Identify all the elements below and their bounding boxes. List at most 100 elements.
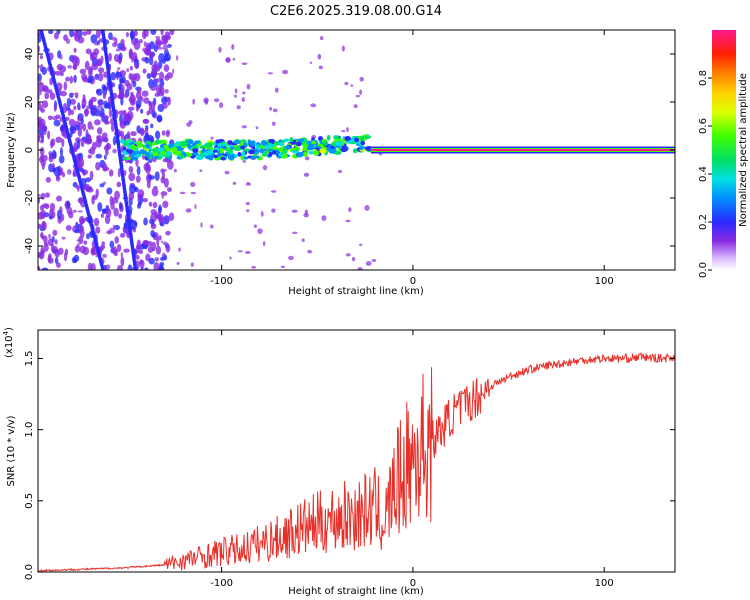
band-blob [277, 152, 284, 157]
streak-blob [133, 267, 138, 270]
noise-blob [77, 116, 82, 122]
noise-blob [112, 136, 117, 146]
noise-blob [165, 230, 171, 236]
faint-speckle [119, 122, 124, 127]
faint-speckle [91, 125, 94, 130]
noise-blob [169, 30, 175, 36]
faint-speckle [115, 48, 121, 52]
noise-blob [62, 103, 68, 114]
band-blob [151, 148, 159, 152]
noise-blob [51, 236, 55, 243]
noise-blob [114, 236, 119, 244]
noise-blob [73, 124, 80, 131]
noise-blob [149, 41, 155, 50]
faint-speckle [245, 182, 252, 186]
noise-blob [44, 203, 50, 210]
snr-frame [37, 329, 676, 573]
snr-y-multiplier-base: (x10 [4, 335, 15, 358]
noise-blob [135, 175, 141, 183]
faint-speckle [304, 156, 310, 161]
band-blob [207, 149, 214, 155]
noise-blob [54, 256, 59, 265]
noise-blob [142, 198, 149, 203]
noise-blob [40, 192, 46, 200]
noise-blob [150, 223, 157, 230]
faint-speckle [241, 125, 247, 129]
noise-blob [154, 171, 160, 181]
noise-blob [129, 65, 133, 71]
noise-blob [134, 62, 140, 70]
band-blob [130, 144, 136, 151]
faint-speckle [303, 213, 309, 218]
faint-speckle [153, 185, 158, 189]
faint-speckle [157, 46, 163, 50]
faint-speckle [111, 36, 116, 41]
snr-x-tick-label: -100 [210, 578, 233, 589]
snr-x-tick-label: 100 [595, 578, 614, 589]
noise-blob [68, 211, 74, 219]
noise-blob [84, 60, 90, 71]
noise-blob [39, 55, 43, 60]
colorbar-tick-label: 0.8 [698, 70, 709, 86]
faint-speckle [40, 105, 44, 112]
band-blob [170, 146, 178, 151]
noise-blob [163, 177, 169, 188]
band-blob [273, 141, 281, 146]
band-blob [227, 149, 233, 155]
band-blob [264, 144, 269, 150]
faint-speckle [162, 44, 169, 51]
faint-speckle [353, 104, 358, 109]
band-blob [216, 153, 222, 157]
faint-speckle [318, 65, 324, 70]
spectrogram-marks [38, 30, 675, 270]
band-blob [120, 139, 126, 144]
faint-speckle [280, 265, 285, 269]
noise-blob [40, 209, 47, 220]
noise-blob [120, 256, 125, 267]
faint-speckle [270, 190, 277, 193]
faint-speckle [142, 47, 146, 53]
band-blob [297, 138, 304, 143]
faint-speckle [282, 69, 289, 75]
faint-speckle [345, 219, 351, 223]
noise-blob [59, 146, 63, 157]
noise-blob [155, 245, 162, 255]
faint-speckle [162, 241, 168, 246]
faint-speckle [143, 41, 147, 47]
noise-blob [139, 38, 143, 44]
snr-y-axis-label: SNR (10 * v/v) [6, 415, 17, 486]
snr-ticks: -100 0 100 0.0 0.5 1.0 1.5 [24, 330, 675, 589]
band-blob [208, 156, 214, 161]
band-blob [272, 150, 277, 155]
spectrogram-x-tick-label: 0 [410, 276, 416, 287]
noise-blob [166, 72, 174, 79]
noise-blob [158, 204, 163, 214]
band-blob [302, 143, 307, 149]
noise-blob [47, 130, 51, 140]
noise-blob [155, 78, 160, 83]
band-blob [249, 140, 256, 147]
band-blob [151, 142, 156, 146]
noise-blob [101, 208, 106, 213]
noise-blob [95, 226, 101, 234]
faint-speckle [120, 251, 124, 258]
colorbar-tick-label: 0.6 [698, 118, 709, 134]
noise-blob [144, 133, 150, 142]
faint-speckle [231, 43, 235, 50]
spectrogram-y-tick-label: 20 [24, 96, 35, 109]
band-blob [282, 148, 288, 153]
spectrogram-panel: -100 0 100 -40 -20 0 20 40 Height of straight l… [6, 29, 676, 297]
noise-blob [64, 116, 70, 121]
snr-y-multiplier-exp: 4 [2, 330, 10, 335]
faint-speckle [164, 88, 169, 94]
noise-blob [165, 244, 171, 253]
noise-blob [82, 93, 86, 103]
noise-blob [78, 158, 85, 168]
noise-blob [128, 48, 133, 59]
noise-blob [138, 249, 144, 254]
noise-blob [118, 83, 122, 91]
colorbar: 0.0 0.2 0.4 0.6 0.8 Normalized spectral ampl… [698, 30, 749, 278]
faint-speckle [253, 224, 257, 228]
faint-speckle [44, 242, 49, 247]
noise-blob [77, 36, 85, 44]
